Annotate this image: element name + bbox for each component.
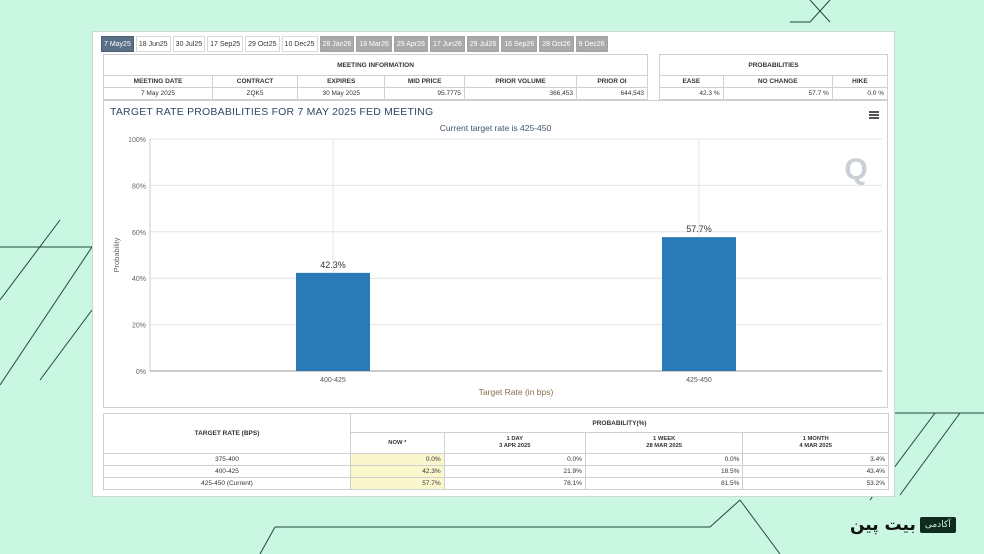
probability-column-header: 1 WEEK 28 MAR 2025 [585, 433, 742, 454]
meeting-info-header: MEETING INFORMATION [104, 55, 648, 76]
mid-price-value: 95.7775 [385, 88, 465, 100]
tab-meeting[interactable]: 17 Sep25 [207, 36, 243, 52]
probabilities-header: PROBABILITIES [660, 55, 888, 76]
probability-header: PROBABILITY(%) [351, 414, 889, 433]
tab-meeting[interactable]: 10 Dec25 [282, 36, 318, 52]
probabilities-table: PROBABILITIES EASE NO CHANGE HIKE 42.3 %… [659, 54, 888, 100]
ease-value: 42.3 % [660, 88, 724, 100]
brand-tag: آکادمی [920, 517, 956, 533]
y-tick-label: 100% [128, 137, 146, 144]
column-date: 3 APR 2025 [448, 443, 582, 450]
column-date: 28 MAR 2025 [589, 443, 739, 450]
probability-column-header: NOW * [351, 433, 445, 454]
bar-data-label: 42.3% [320, 260, 346, 270]
target-rate-cell: 375-400 [104, 454, 351, 466]
target-rate-cell: 425-450 (Current) [104, 478, 351, 490]
brand-logo: بیت پین آکادمی [850, 514, 956, 536]
table-row: 375-400 0.0% 0.0% 0.0% 3.4% [104, 454, 889, 466]
probability-cell: 42.3% [351, 466, 445, 478]
y-tick-label: 40% [132, 276, 146, 283]
meeting-tabs: 7 May25 18 Jun25 30 Jul25 17 Sep25 29 Oct25 1… [101, 36, 608, 52]
probability-cell: 3.4% [743, 454, 889, 466]
probability-cell: 18.5% [585, 466, 742, 478]
prior-volume-value: 366,453 [464, 88, 576, 100]
col-prior-oi: PRIOR OI [576, 76, 647, 88]
tab-meeting[interactable]: 29 Apr26 [394, 36, 428, 52]
meeting-date-value: 7 May 2025 [104, 88, 213, 100]
table-row: 425-450 (Current) 57.7% 78.1% 81.5% 53.2% [104, 478, 889, 490]
probability-table: TARGET RATE (BPS) PROBABILITY(%) NOW * 1 … [103, 413, 889, 490]
probability-cell: 0.0% [351, 454, 445, 466]
probability-column-header: 1 DAY 3 APR 2025 [444, 433, 585, 454]
brand-name: بیت پین [850, 515, 916, 535]
bar [296, 273, 370, 371]
tab-meeting[interactable]: 18 Jun25 [136, 36, 171, 52]
tab-meeting[interactable]: 29 Oct25 [245, 36, 279, 52]
probability-cell: 57.7% [351, 478, 445, 490]
col-prior-volume: PRIOR VOLUME [464, 76, 576, 88]
col-mid-price: MID PRICE [385, 76, 465, 88]
y-tick-label: 20% [132, 323, 146, 330]
meeting-information-table: MEETING INFORMATION MEETING DATE CONTRAC… [103, 54, 648, 100]
column-period: 1 WEEK [589, 436, 739, 443]
probability-column-header: 1 MONTH 4 MAR 2025 [743, 433, 889, 454]
column-period: NOW * [354, 440, 441, 447]
bar-chart: 0% 20% 40% 60% 80% 100% Q 42.3% 400-425 57.7% 425-… [104, 101, 887, 407]
column-period: 1 MONTH [746, 436, 885, 443]
no-change-value: 57.7 % [723, 88, 832, 100]
probability-cell: 78.1% [444, 478, 585, 490]
watermark-q-logo: Q [844, 153, 867, 186]
contract-value: ZQK5 [212, 88, 297, 100]
column-period: 1 DAY [448, 436, 582, 443]
probability-cell: 53.2% [743, 478, 889, 490]
y-axis-title: Probability [112, 237, 121, 272]
hike-value: 0.0 % [832, 88, 887, 100]
table-row: 400-425 42.3% 21.9% 18.5% 43.4% [104, 466, 889, 478]
tab-meeting[interactable]: 28 Oct26 [539, 36, 573, 52]
tab-meeting[interactable]: 28 Jan26 [320, 36, 355, 52]
chart-container: TARGET RATE PROBABILITIES FOR 7 MAY 2025… [103, 100, 888, 408]
y-tick-label: 80% [132, 183, 146, 190]
col-contract: CONTRACT [212, 76, 297, 88]
expires-value: 30 May 2025 [298, 88, 385, 100]
col-expires: EXPIRES [298, 76, 385, 88]
target-rate-header: TARGET RATE (BPS) [104, 414, 351, 454]
x-tick-label: 425-450 [686, 377, 712, 384]
tab-meeting[interactable]: 30 Jul25 [173, 36, 205, 52]
tab-meeting[interactable]: 29 Jul26 [467, 36, 499, 52]
tab-meeting[interactable]: 9 Dec26 [576, 36, 608, 52]
probability-cell: 0.0% [585, 454, 742, 466]
tab-meeting[interactable]: 17 Jun26 [430, 36, 465, 52]
tab-meeting[interactable]: 7 May25 [101, 36, 134, 52]
col-no-change: NO CHANGE [723, 76, 832, 88]
x-tick-label: 400-425 [320, 377, 346, 384]
target-rate-cell: 400-425 [104, 466, 351, 478]
fedwatch-panel: 7 May25 18 Jun25 30 Jul25 17 Sep25 29 Oct25 1… [92, 31, 895, 497]
col-ease: EASE [660, 76, 724, 88]
tab-meeting[interactable]: 16 Sep26 [501, 36, 537, 52]
probability-cell: 81.5% [585, 478, 742, 490]
probability-cell: 43.4% [743, 466, 889, 478]
tab-meeting[interactable]: 18 Mar26 [356, 36, 392, 52]
bar [662, 237, 736, 371]
y-tick-label: 60% [132, 230, 146, 237]
probability-cell: 21.9% [444, 466, 585, 478]
col-hike: HIKE [832, 76, 887, 88]
prior-oi-value: 644,543 [576, 88, 647, 100]
x-axis-title: Target Rate (in bps) [479, 387, 554, 397]
probability-cell: 0.0% [444, 454, 585, 466]
bar-data-label: 57.7% [686, 224, 712, 234]
column-date: 4 MAR 2025 [746, 443, 885, 450]
y-tick-label: 0% [136, 369, 146, 376]
col-meeting-date: MEETING DATE [104, 76, 213, 88]
